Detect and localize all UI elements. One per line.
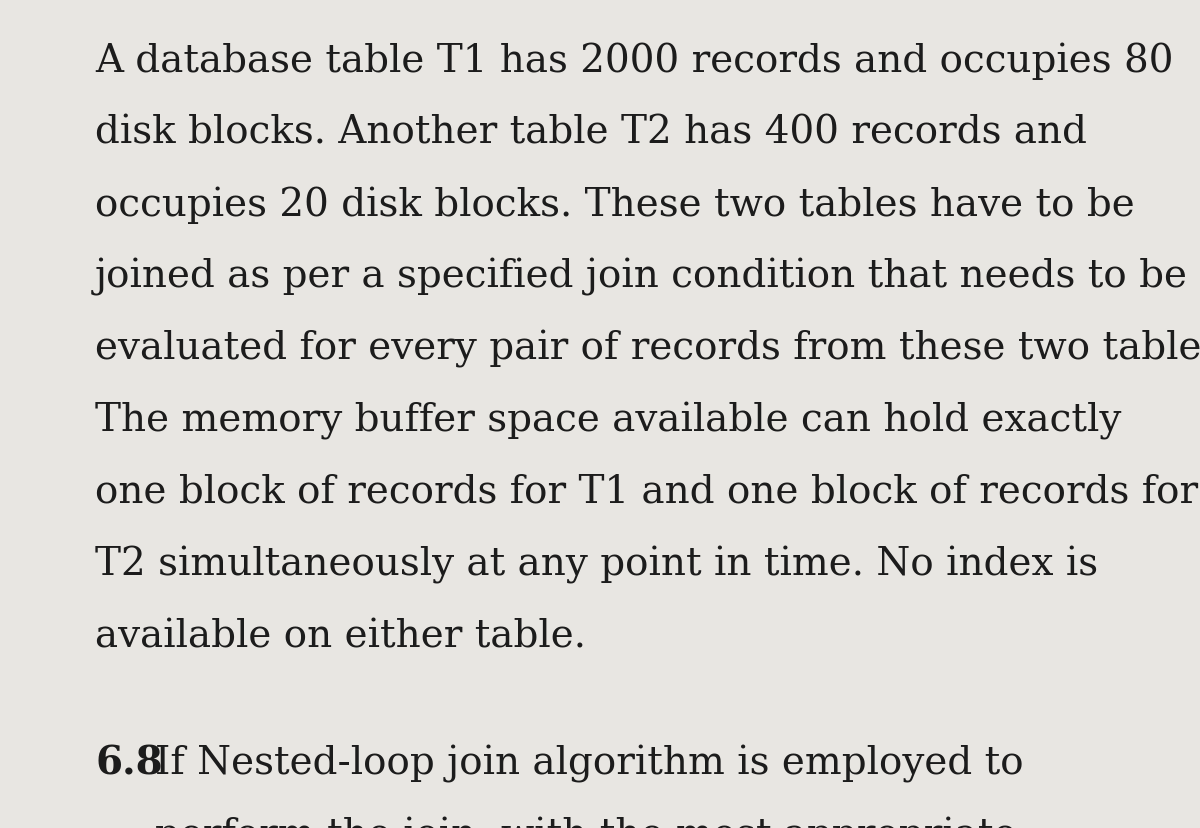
Text: one block of records for T1 and one block of records for: one block of records for T1 and one bloc… [95,474,1198,510]
Text: If Nested-loop join algorithm is employed to: If Nested-loop join algorithm is employe… [155,744,1024,782]
Text: available on either table.: available on either table. [95,617,586,654]
Text: The memory buffer space available can hold exactly: The memory buffer space available can ho… [95,402,1121,440]
Text: T2 simultaneously at any point in time. No index is: T2 simultaneously at any point in time. … [95,546,1098,583]
Text: joined as per a specified join condition that needs to be: joined as per a specified join condition… [95,258,1188,296]
Text: A database table T1 has 2000 records and occupies 80: A database table T1 has 2000 records and… [95,42,1174,79]
Text: 6.8: 6.8 [95,744,163,782]
Text: occupies 20 disk blocks. These two tables have to be: occupies 20 disk blocks. These two table… [95,185,1135,224]
Text: perform the join, with the most appropriate: perform the join, with the most appropri… [155,816,1016,828]
Text: evaluated for every pair of records from these two tables.: evaluated for every pair of records from… [95,330,1200,368]
Text: disk blocks. Another table T2 has 400 records and: disk blocks. Another table T2 has 400 re… [95,114,1087,151]
